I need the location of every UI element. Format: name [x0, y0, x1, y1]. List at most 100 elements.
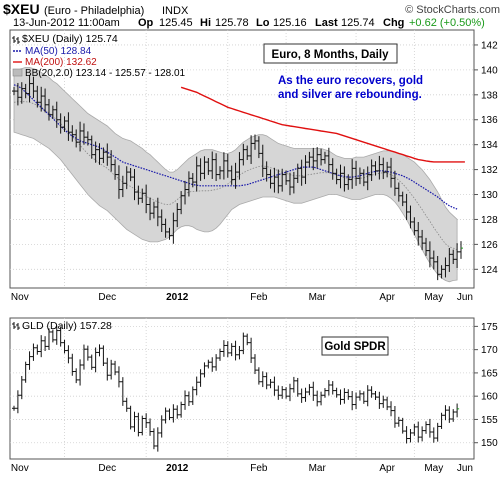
- low-value: 125.16: [273, 17, 307, 29]
- ohlc-bar: [373, 390, 378, 400]
- ohlc-bar: [260, 371, 265, 388]
- upper-legend: $XEU (Daily) 125.74 MA(50) 128.84 MA(200…: [12, 33, 186, 79]
- ohlc-bar: [116, 165, 121, 199]
- ohlc-bar: [435, 422, 440, 442]
- ohlc-bar: [400, 191, 405, 207]
- ohlc-bar: [287, 172, 292, 196]
- ohlc-bar: [408, 205, 413, 229]
- ohlc-bar: [124, 166, 129, 190]
- ohlc-bar: [167, 227, 172, 240]
- ohlc-bar: [237, 345, 242, 360]
- ohlc-bar: [120, 377, 125, 406]
- watermark: © StockCharts.com: [405, 4, 500, 16]
- ohlc-bar: [276, 385, 281, 400]
- ohlc-bar: [431, 250, 436, 270]
- ohlc-bar: [194, 156, 199, 192]
- legend-bb-label: BB(20,2.0) 123.14 - 125.57 - 128.01: [25, 68, 186, 79]
- ohlc-bar: [451, 249, 456, 265]
- ohlc-bar: [455, 403, 460, 418]
- ohlc-bar: [109, 359, 114, 380]
- ohlc-bar: [190, 173, 195, 188]
- x-tick-label: 2012: [166, 292, 189, 303]
- ohlc-bar: [105, 143, 110, 166]
- ohlc-bar: [416, 221, 421, 246]
- change-value: +0.62 (+0.50%): [409, 17, 485, 29]
- ohlc-icon: [12, 322, 20, 330]
- ohlc-bar: [272, 167, 277, 193]
- ohlc-bar: [12, 86, 16, 96]
- symbol-title: $XEU: [3, 1, 40, 17]
- ohlc-bar: [280, 168, 285, 192]
- ohlc-bar: [62, 116, 67, 132]
- ohlc-bar: [43, 88, 48, 113]
- ohlc-bar: [124, 397, 129, 412]
- lower-title-box: [321, 336, 389, 356]
- ohlc-bar: [233, 340, 238, 361]
- ohlc-bar: [443, 405, 448, 421]
- ohlc-bar: [78, 359, 83, 386]
- ohlc-bar: [190, 386, 195, 405]
- y-tick-label: 138: [481, 90, 498, 101]
- ohlc-bar: [342, 166, 347, 192]
- ohlc-bar: [284, 387, 289, 399]
- ohlc-bar: [175, 203, 180, 228]
- ohlc-bar: [140, 415, 145, 436]
- ohlc-bar: [54, 325, 59, 345]
- ohlc-bar: [357, 390, 362, 401]
- ohlc-bar: [179, 191, 184, 215]
- ohlc-bar: [260, 144, 265, 178]
- legend-ma50: MA(50) 128.84: [13, 46, 92, 57]
- ohlc-bar: [179, 401, 184, 418]
- legend-ma200-label: MA(200) 132.62: [25, 57, 97, 68]
- ohlc-bar: [186, 171, 191, 197]
- ohlc-bar: [241, 143, 246, 166]
- ohlc-bar: [50, 105, 55, 119]
- ohlc-bar: [435, 255, 440, 281]
- upper-y-axis: 124 126 128 130 132 134 136 138 140 142: [474, 40, 498, 276]
- ohlc-bar: [451, 409, 456, 422]
- x-tick-label: Feb: [250, 292, 268, 303]
- ohlc-bar: [15, 390, 20, 414]
- ohlc-bar: [144, 184, 149, 214]
- high-value: 125.78: [215, 17, 249, 29]
- ohlc-bar: [225, 153, 230, 178]
- ohlc-bar: [31, 343, 36, 361]
- ohlc-icon: [12, 36, 20, 44]
- ohlc-bar: [439, 412, 444, 429]
- date-time: 13-Jun-2012 11:00am: [13, 17, 120, 29]
- ohlc-bar: [284, 170, 289, 185]
- y-tick-label: 126: [481, 240, 498, 251]
- ohlc-bar: [97, 344, 102, 357]
- ohlc-bar: [369, 159, 374, 181]
- ohlc-bar: [93, 141, 98, 163]
- ohlc-bar: [447, 406, 452, 423]
- legend-gld-label: GLD (Daily) 157.28: [22, 320, 112, 332]
- upper-panel: 124 126 128 130 132 134 136 138 140 142 $XEU (Dai…: [9, 29, 498, 289]
- ohlc-bar: [12, 405, 16, 411]
- ohlc-bar: [70, 125, 75, 142]
- symbol-description: (Euro - Philadelphia): [44, 5, 144, 17]
- ohlc-bar: [354, 392, 359, 410]
- ohlc-bar: [175, 405, 180, 419]
- legend-ma50-label: MA(50) 128.84: [25, 46, 92, 57]
- ohlc-bar: [136, 185, 141, 205]
- ohlc-bar: [206, 359, 211, 369]
- ohlc-bar: [27, 74, 32, 103]
- ohlc-bar: [361, 169, 366, 187]
- ohlc-bar: [31, 76, 36, 99]
- ohlc-bar: [27, 351, 32, 370]
- ohlc-bar: [389, 401, 394, 417]
- ohlc-bar: [319, 148, 324, 166]
- ohlc-bar: [58, 326, 63, 347]
- ohlc-bar: [151, 428, 156, 450]
- ohlc-bar: [46, 98, 51, 121]
- ohlc-bar: [249, 135, 254, 164]
- x-tick-label: Dec: [98, 463, 116, 474]
- ohlc-bar: [420, 426, 425, 442]
- ohlc-bar: [62, 339, 67, 354]
- lower-plot-frame: [9, 317, 475, 460]
- ohlc-bar: [229, 165, 234, 185]
- ohlc-bar: [101, 345, 106, 367]
- ohlc-bar: [210, 151, 215, 179]
- ohlc-bar: [338, 164, 343, 189]
